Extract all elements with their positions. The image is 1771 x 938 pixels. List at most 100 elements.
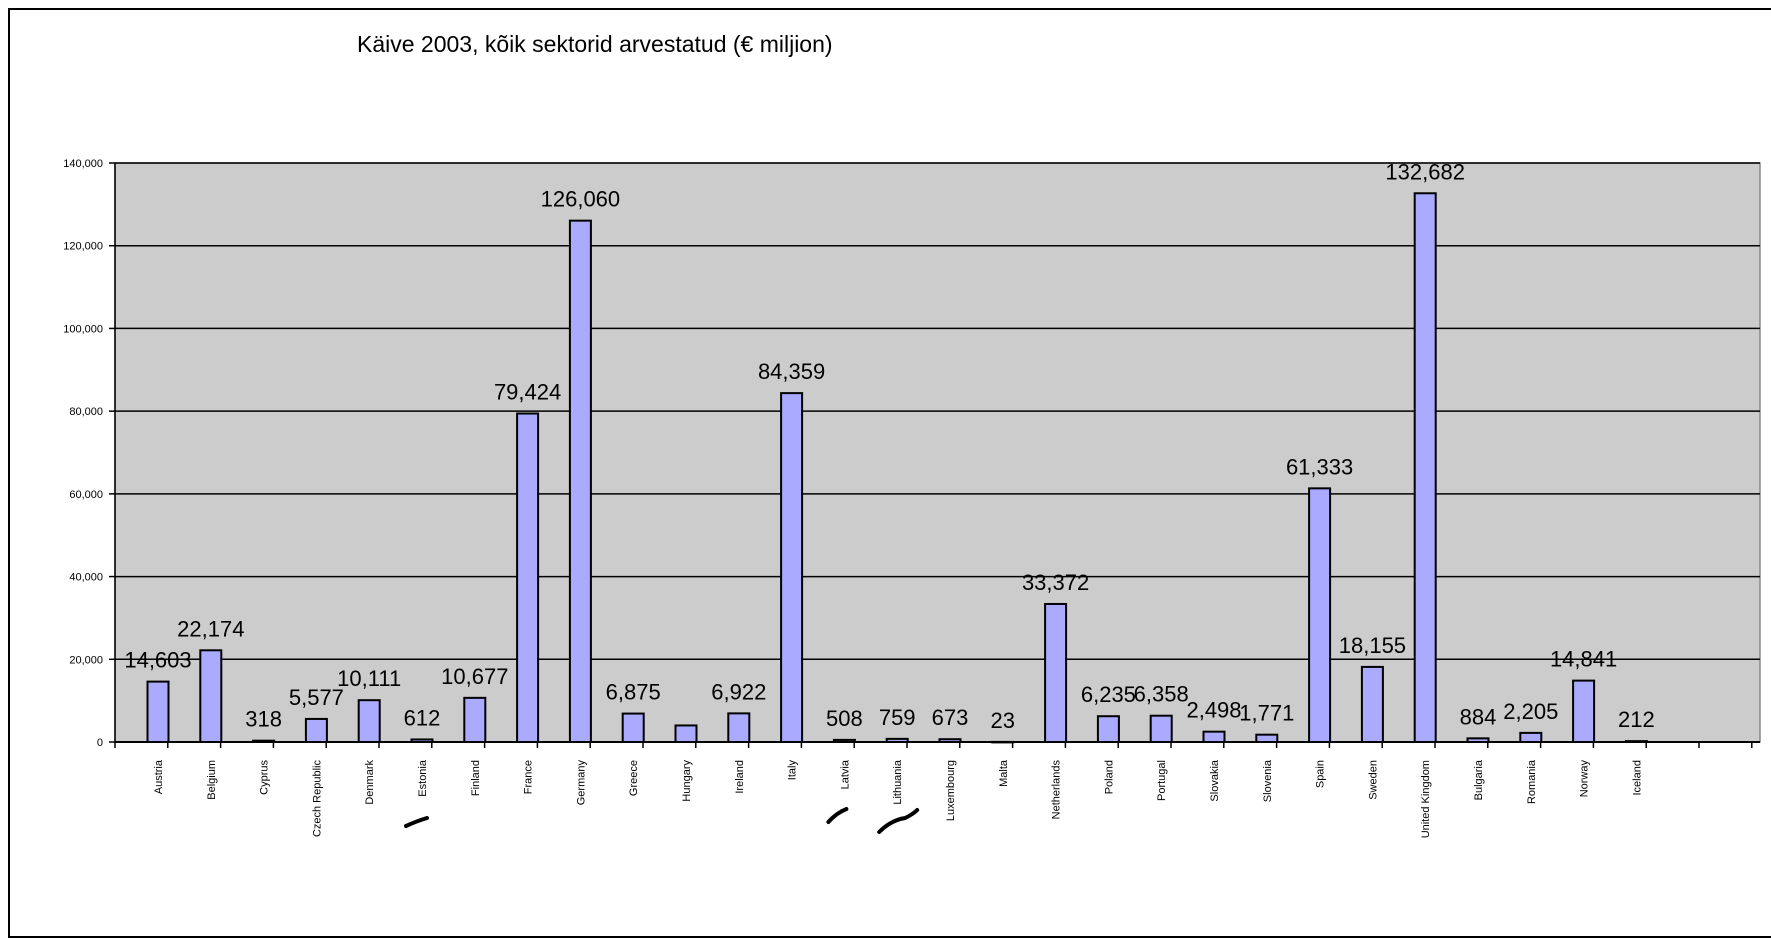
data-label: 22,174: [177, 616, 244, 641]
data-label: 212: [1618, 707, 1655, 732]
category-label: Greece: [628, 760, 640, 796]
category-label: Slovakia: [1209, 759, 1221, 801]
bar: [1413, 192, 1437, 744]
bar: [1572, 679, 1596, 744]
bar: [885, 737, 909, 744]
category-label: Latvia: [839, 759, 851, 789]
y-tick-label: 80,000: [69, 406, 103, 418]
category-label: Estonia: [417, 759, 429, 797]
data-label: 18,155: [1339, 633, 1406, 658]
category-label: Germany: [575, 760, 587, 806]
data-label: 884: [1460, 704, 1497, 729]
bar: [674, 724, 698, 744]
bar: [1624, 740, 1648, 744]
bar: [621, 712, 645, 743]
bar: [1149, 714, 1173, 744]
data-label: 6,358: [1134, 682, 1189, 707]
category-label: Netherlands: [1051, 760, 1063, 820]
data-label: 33,372: [1022, 570, 1089, 595]
data-label: 318: [245, 707, 282, 732]
category-label: Finland: [470, 760, 482, 796]
bar: [304, 717, 328, 743]
bar: [832, 738, 856, 743]
category-label: Iceland: [1631, 760, 1643, 795]
category-label: Denmark: [364, 760, 376, 805]
category-label: Austria: [153, 759, 165, 794]
category-label: Malta: [998, 759, 1010, 787]
category-label: Portugal: [1156, 760, 1168, 801]
category-label: Ireland: [734, 760, 746, 794]
category-label: Luxembourg: [945, 760, 957, 821]
category-label: Romania: [1526, 759, 1538, 804]
bar: [780, 392, 804, 743]
category-label: Poland: [1103, 760, 1115, 794]
category-label: Spain: [1315, 760, 1327, 788]
data-label: 61,333: [1286, 454, 1353, 479]
data-label: 673: [932, 705, 969, 730]
data-label: 14,603: [124, 648, 191, 673]
bar: [1096, 715, 1120, 743]
data-label: 84,359: [758, 359, 825, 384]
bar: [199, 649, 223, 744]
y-tick-label: 100,000: [63, 323, 103, 335]
pen-stroke-annotation: [877, 808, 920, 834]
data-label: 6,875: [606, 680, 661, 705]
category-label: Lithuania: [892, 759, 904, 805]
bar: [1519, 731, 1543, 743]
bar: [516, 412, 540, 743]
y-tick-label: 120,000: [63, 241, 103, 253]
data-label: 1,771: [1239, 701, 1294, 726]
bar: [991, 740, 1015, 744]
category-label: Norway: [1579, 760, 1591, 798]
y-tick-label: 0: [97, 737, 103, 749]
data-label: 2,205: [1503, 699, 1558, 724]
data-label: 508: [826, 706, 863, 731]
category-label: Belgium: [206, 760, 218, 800]
category-label: Italy: [787, 760, 799, 781]
bar: [568, 219, 592, 743]
chart-title: Käive 2003, kõik sektorid arvestatud (€ …: [357, 31, 833, 57]
bar: [938, 738, 962, 744]
y-tick-label: 60,000: [69, 489, 103, 501]
data-label: 6,235: [1081, 682, 1136, 707]
data-label: 6,922: [711, 679, 766, 704]
data-label: 79,424: [494, 380, 561, 405]
bar: [1308, 487, 1332, 743]
category-label: United Kingdom: [1420, 760, 1432, 838]
data-label: 126,060: [541, 187, 621, 212]
data-label: 759: [879, 705, 916, 730]
data-label: 132,682: [1385, 159, 1465, 184]
category-label: Cyprus: [259, 760, 271, 795]
bar: [1466, 737, 1490, 744]
bar: [252, 739, 276, 743]
category-label: Sweden: [1367, 760, 1379, 800]
y-tick-label: 20,000: [69, 654, 103, 666]
data-label: 2,498: [1186, 698, 1241, 723]
data-label: 5,577: [289, 685, 344, 710]
bar: [1044, 602, 1068, 744]
data-label: 23: [991, 708, 1015, 733]
y-tick-label: 140,000: [63, 158, 103, 170]
data-label: 14,841: [1550, 647, 1617, 672]
pen-stroke-annotation: [404, 816, 429, 828]
plot-area: [114, 162, 1761, 743]
bar: [1360, 665, 1384, 743]
category-label: Hungary: [681, 760, 693, 802]
bar: [146, 680, 170, 743]
pen-stroke-annotation: [826, 807, 849, 824]
category-label: France: [523, 760, 535, 794]
data-label: 612: [404, 705, 441, 730]
category-label: Bulgaria: [1473, 759, 1485, 800]
category-label: Slovenia: [1262, 759, 1274, 802]
data-label: 10,677: [441, 664, 508, 689]
y-tick-label: 40,000: [69, 572, 103, 584]
bar: [1255, 733, 1279, 744]
bar: [727, 712, 751, 743]
bar: [357, 699, 381, 743]
bar: [410, 738, 434, 743]
data-label: 10,111: [337, 666, 401, 691]
bar: [1202, 730, 1226, 744]
bar: [463, 696, 487, 743]
category-label: Czech Republic: [311, 760, 323, 838]
